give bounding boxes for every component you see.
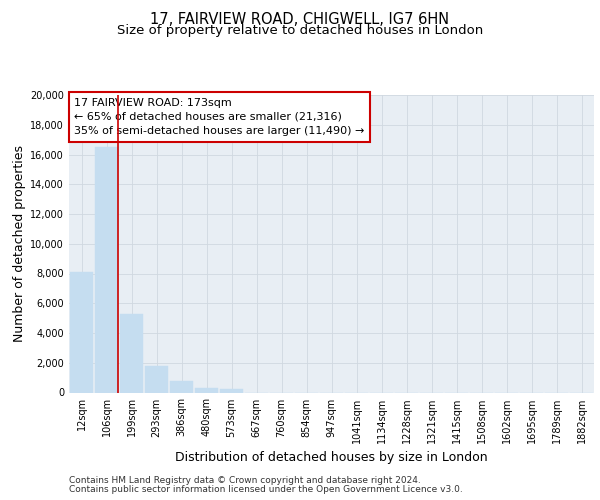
Text: Contains HM Land Registry data © Crown copyright and database right 2024.: Contains HM Land Registry data © Crown c… (69, 476, 421, 485)
X-axis label: Distribution of detached houses by size in London: Distribution of detached houses by size … (175, 451, 488, 464)
Bar (195, 388, 218, 392)
Bar (95, 147, 118, 392)
Text: Contains public sector information licensed under the Open Government Licence v3: Contains public sector information licen… (69, 485, 463, 494)
Bar (170, 380, 193, 392)
Text: Size of property relative to detached houses in London: Size of property relative to detached ho… (117, 24, 483, 37)
Text: 17, FAIRVIEW ROAD, CHIGWELL, IG7 6HN: 17, FAIRVIEW ROAD, CHIGWELL, IG7 6HN (151, 12, 449, 28)
Bar (70, 272, 93, 392)
Text: 17 FAIRVIEW ROAD: 173sqm
← 65% of detached houses are smaller (21,316)
35% of se: 17 FAIRVIEW ROAD: 173sqm ← 65% of detach… (74, 98, 365, 136)
Bar (145, 366, 168, 392)
Y-axis label: Number of detached properties: Number of detached properties (13, 145, 26, 342)
Bar (220, 389, 243, 392)
Bar (120, 314, 143, 392)
